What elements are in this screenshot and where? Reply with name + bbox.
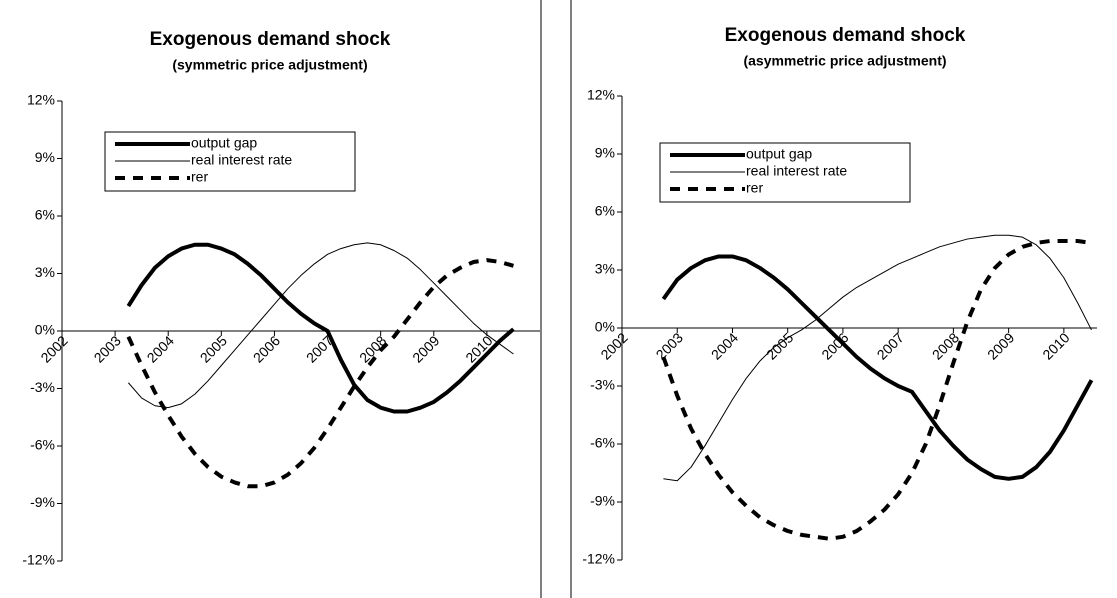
- y-tick-label: 6%: [35, 207, 55, 223]
- legend-label: rer: [191, 169, 208, 185]
- x-tick-label: 2004: [708, 329, 741, 362]
- y-tick-label: 9%: [35, 149, 55, 165]
- x-tick-label: 2003: [91, 332, 124, 365]
- y-tick-label: 3%: [595, 261, 615, 277]
- chart-title: Exogenous demand shock: [150, 29, 391, 50]
- legend-label: rer: [746, 180, 763, 196]
- y-tick-label: 0%: [35, 322, 55, 338]
- x-tick-label: 2005: [763, 329, 796, 362]
- y-tick-label: 9%: [595, 145, 615, 161]
- y-tick-label: 12%: [27, 92, 55, 108]
- chart-frame: [540, 0, 542, 598]
- y-tick-label: -6%: [590, 435, 615, 451]
- y-tick-label: 3%: [35, 264, 55, 280]
- series-line: [128, 242, 514, 409]
- legend-label: real interest rate: [746, 163, 847, 179]
- x-tick-label: 2007: [874, 329, 907, 362]
- series-line: [126, 242, 515, 414]
- y-tick-label: -12%: [582, 551, 615, 567]
- x-tick-label: 2004: [144, 332, 177, 365]
- series-line: [126, 258, 514, 489]
- chart-title: Exogenous demand shock: [725, 25, 966, 46]
- x-tick-label: 2010: [1039, 329, 1072, 362]
- series-line: [663, 234, 1092, 482]
- y-tick-label: -3%: [590, 377, 615, 393]
- y-tick-label: -6%: [30, 437, 55, 453]
- y-tick-label: 6%: [595, 203, 615, 219]
- legend-label: output gap: [191, 135, 257, 151]
- legend-label: output gap: [746, 146, 812, 162]
- y-tick-label: 0%: [595, 319, 615, 335]
- y-tick-label: -12%: [22, 552, 55, 568]
- x-tick-label: 2009: [409, 332, 442, 365]
- legend-label: real interest rate: [191, 152, 292, 168]
- series-line: [661, 254, 1094, 481]
- y-tick-label: -3%: [30, 379, 55, 395]
- y-tick-label: 12%: [587, 87, 615, 103]
- x-tick-label: 2006: [250, 332, 283, 365]
- y-tick-label: -9%: [30, 494, 55, 510]
- chart-subtitle: (asymmetric price adjustment): [743, 53, 946, 69]
- x-tick-label: 2009: [984, 329, 1017, 362]
- x-tick-label: 2003: [653, 329, 686, 362]
- series-line: [661, 239, 1092, 541]
- chart-frame: [570, 0, 572, 598]
- chart-subtitle: (symmetric price adjustment): [172, 57, 367, 73]
- y-tick-label: -9%: [590, 493, 615, 509]
